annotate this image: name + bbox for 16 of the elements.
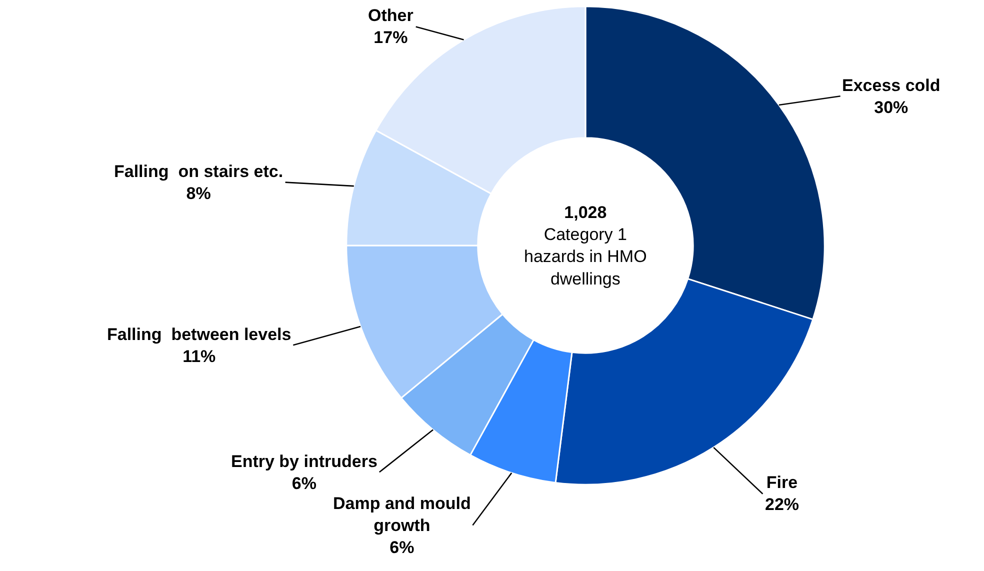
data-label: 6% [292,474,316,494]
data-label: 6% [390,538,414,558]
slice-label: Entry by intruders [231,452,378,471]
slice-label: Excess cold [842,76,940,95]
data-label: 8% [186,184,211,204]
data-label: 11% [182,347,216,366]
data-label: 22% [765,495,800,514]
text: Category 1 hazards in HMO dwellings [524,225,647,288]
slice-label: Falling between levels [107,325,292,344]
slice-label: Fire [766,473,798,492]
data-label: 17% [374,28,408,48]
slice-label: Falling on stairs etc. [114,162,284,181]
data-label: 30% [874,98,908,118]
slice-label: Damp and mould growth [333,494,471,536]
text: 1,028 [564,203,607,222]
slice-label: Other [368,6,414,25]
